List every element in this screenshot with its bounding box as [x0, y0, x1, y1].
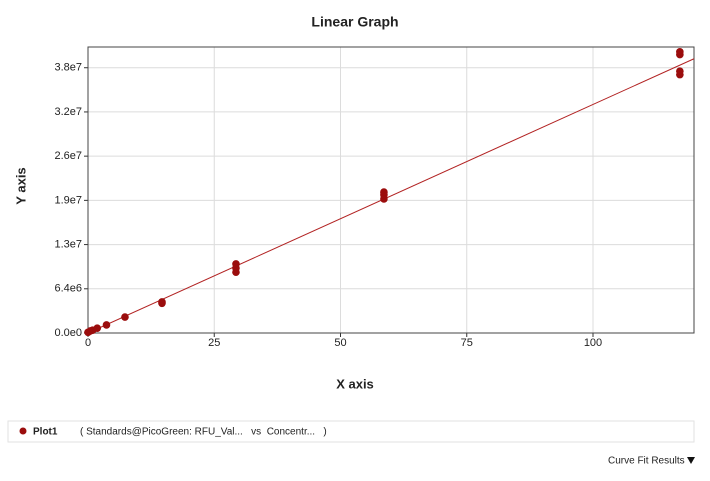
y-tick-label: 2.6e7 — [54, 150, 82, 162]
legend-box — [7, 420, 695, 443]
y-tick-label: 3.2e7 — [54, 106, 82, 118]
x-tick-label: 0 — [85, 337, 91, 349]
x-tick-label: 100 — [584, 337, 602, 349]
legend-marker — [19, 427, 27, 435]
data-point — [121, 313, 129, 321]
footer[interactable]: Curve Fit Results — [608, 456, 685, 467]
data-point — [676, 48, 684, 56]
data-point — [158, 298, 166, 306]
plot-frame — [87, 46, 695, 334]
legend-description: ( Standards@PicoGreen: RFU_Val... vs Con… — [80, 427, 327, 438]
plot-background — [88, 47, 694, 333]
x-tick-label: 50 — [334, 337, 346, 349]
data-point — [380, 188, 388, 196]
data-point — [102, 321, 111, 329]
chart-title: Linear Graph — [311, 14, 398, 30]
fit-line — [87, 58, 695, 334]
x-axis-label: X axis — [336, 376, 374, 391]
legend-label: Plot1 — [33, 427, 58, 438]
dropdown-arrow[interactable] — [687, 457, 695, 464]
y-tick-label: 3.8e7 — [54, 62, 82, 74]
x-tick-label: 75 — [461, 337, 473, 349]
y-tick-label: 1.9e7 — [54, 194, 82, 206]
data-point — [676, 67, 684, 75]
y-axis-label: Y axis — [13, 167, 28, 204]
data-point — [232, 260, 240, 268]
y-tick-label: 6.4e6 — [54, 283, 82, 295]
data-point — [93, 324, 102, 332]
y-tick-label: 1.3e7 — [54, 238, 82, 250]
y-tick-label: 0.0e0 — [54, 327, 82, 339]
x-tick-label: 25 — [208, 337, 220, 349]
